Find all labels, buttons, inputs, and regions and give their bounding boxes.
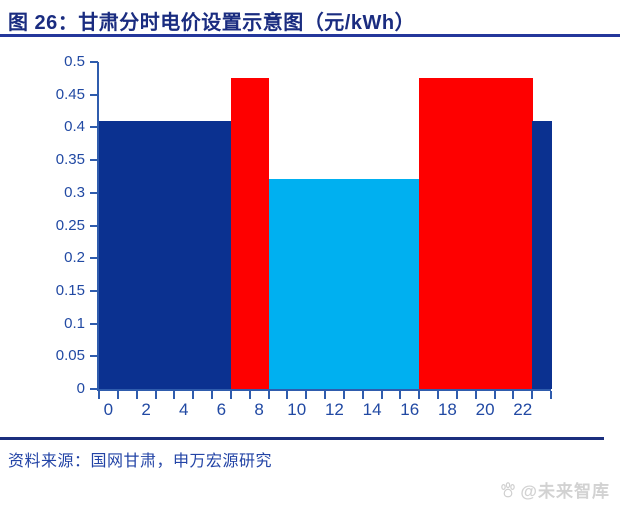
y-axis-tick — [90, 355, 98, 358]
x-axis-tick — [493, 391, 496, 399]
x-axis-tick — [211, 391, 213, 399]
x-axis-tick — [474, 391, 477, 399]
y-axis-label: 0.25 — [55, 216, 85, 234]
bar-hour-16 — [400, 178, 420, 389]
x-axis-tick — [154, 391, 157, 399]
bar-hour-0 — [99, 120, 119, 389]
x-axis-tick — [173, 391, 176, 399]
x-axis-tick — [437, 391, 439, 399]
x-axis-label: 4 — [179, 400, 189, 419]
x-axis-label: 14 — [362, 400, 382, 419]
bar-hour-17 — [419, 77, 439, 389]
watermark: @未来智库 — [499, 477, 610, 502]
bar-hour-6 — [212, 120, 232, 389]
y-axis-tick — [90, 257, 98, 260]
x-axis-label: 6 — [216, 400, 227, 419]
source-note: 资料来源：国网甘肃，申万宏源研究 — [8, 453, 273, 470]
watermark-text: @未来智库 — [520, 482, 610, 501]
y-axis-label: 0.4 — [64, 118, 85, 136]
bar-hour-10 — [287, 178, 307, 389]
x-axis-tick — [399, 391, 402, 399]
footer-divider — [0, 437, 604, 440]
y-axis-tick — [90, 126, 98, 129]
y-axis-tick — [90, 322, 98, 325]
bar-hour-15 — [381, 178, 402, 389]
x-axis-label: 12 — [324, 400, 344, 419]
y-axis-label: 0.45 — [55, 85, 85, 103]
bar-hour-11 — [306, 178, 326, 389]
bar-hour-8 — [249, 77, 270, 389]
paw-logo-icon — [501, 481, 516, 497]
x-axis-label: 16 — [400, 400, 420, 419]
x-axis-tick — [267, 391, 270, 399]
bar-hour-12 — [325, 178, 345, 389]
x-axis-tick — [135, 391, 138, 399]
x-axis-label: 0 — [103, 400, 114, 419]
x-axis-tick — [550, 391, 552, 399]
y-axis-tick — [90, 159, 98, 162]
y-axis-tick — [90, 388, 98, 390]
x-axis-label: 8 — [254, 400, 264, 419]
y-axis-tick — [90, 61, 98, 63]
bar-hour-18 — [438, 77, 458, 389]
x-axis-label: 10 — [287, 400, 307, 419]
bar-hour-7 — [230, 77, 251, 389]
x-axis-tick — [418, 391, 421, 399]
x-axis-tick — [380, 391, 383, 399]
x-axis-tick — [248, 391, 251, 399]
figure-title: 图 26：甘肃分时电价设置示意图（元/kWh） — [8, 12, 416, 34]
y-axis-label: 0.1 — [64, 314, 85, 332]
y-axis-label: 0.2 — [64, 249, 85, 267]
title-underline — [0, 34, 620, 37]
bar-hour-2 — [136, 120, 157, 389]
x-axis-tick — [286, 391, 289, 399]
x-axis-tick — [455, 391, 458, 399]
x-axis-label: 22 — [513, 400, 533, 419]
x-axis-tick — [305, 391, 308, 399]
plot-area: 0 0.05 0.1 0.15 0.2 0.25 0.3 0.35 0.4 0.45 0.5 0 2 4 6… — [56, 53, 552, 419]
x-axis-tick — [324, 391, 326, 399]
y-axis-label: 0.05 — [55, 347, 85, 365]
x-axis-tick — [512, 391, 515, 399]
y-axis-label: 0.5 — [64, 53, 85, 70]
x-axis-label: 20 — [475, 400, 495, 419]
bar-hour-1 — [117, 120, 138, 389]
bar-hour-5 — [193, 120, 213, 389]
bar-hour-23 — [532, 120, 552, 389]
bar-hour-22 — [513, 77, 533, 389]
x-axis-tick — [342, 391, 345, 399]
y-axis-label: 0.3 — [64, 183, 85, 201]
bar-hour-20 — [475, 77, 496, 389]
bar-hour-13 — [343, 178, 364, 389]
x-axis-tick — [98, 391, 100, 399]
y-axis-tick — [90, 224, 98, 227]
y-axis-tick — [90, 289, 98, 292]
bar-hour-9 — [268, 178, 289, 389]
x-axis-tick — [361, 391, 364, 399]
x-axis-tick — [116, 391, 119, 399]
x-axis-tick — [531, 391, 534, 399]
bar-hour-4 — [174, 120, 194, 389]
y-axis-tick — [90, 93, 98, 96]
y-axis-label: 0.35 — [55, 151, 85, 169]
x-axis-label: 18 — [437, 400, 457, 419]
bar-hour-21 — [494, 77, 515, 389]
x-axis-label: 2 — [141, 400, 151, 419]
bar-hour-3 — [155, 120, 176, 389]
y-axis-tick — [90, 191, 98, 194]
bar-hour-19 — [456, 77, 477, 389]
bar-hour-14 — [362, 178, 383, 389]
x-axis-tick — [229, 391, 232, 399]
y-axis-label: 0.15 — [55, 281, 85, 299]
x-axis-tick — [192, 391, 195, 399]
y-axis-label: 0 — [76, 380, 85, 397]
